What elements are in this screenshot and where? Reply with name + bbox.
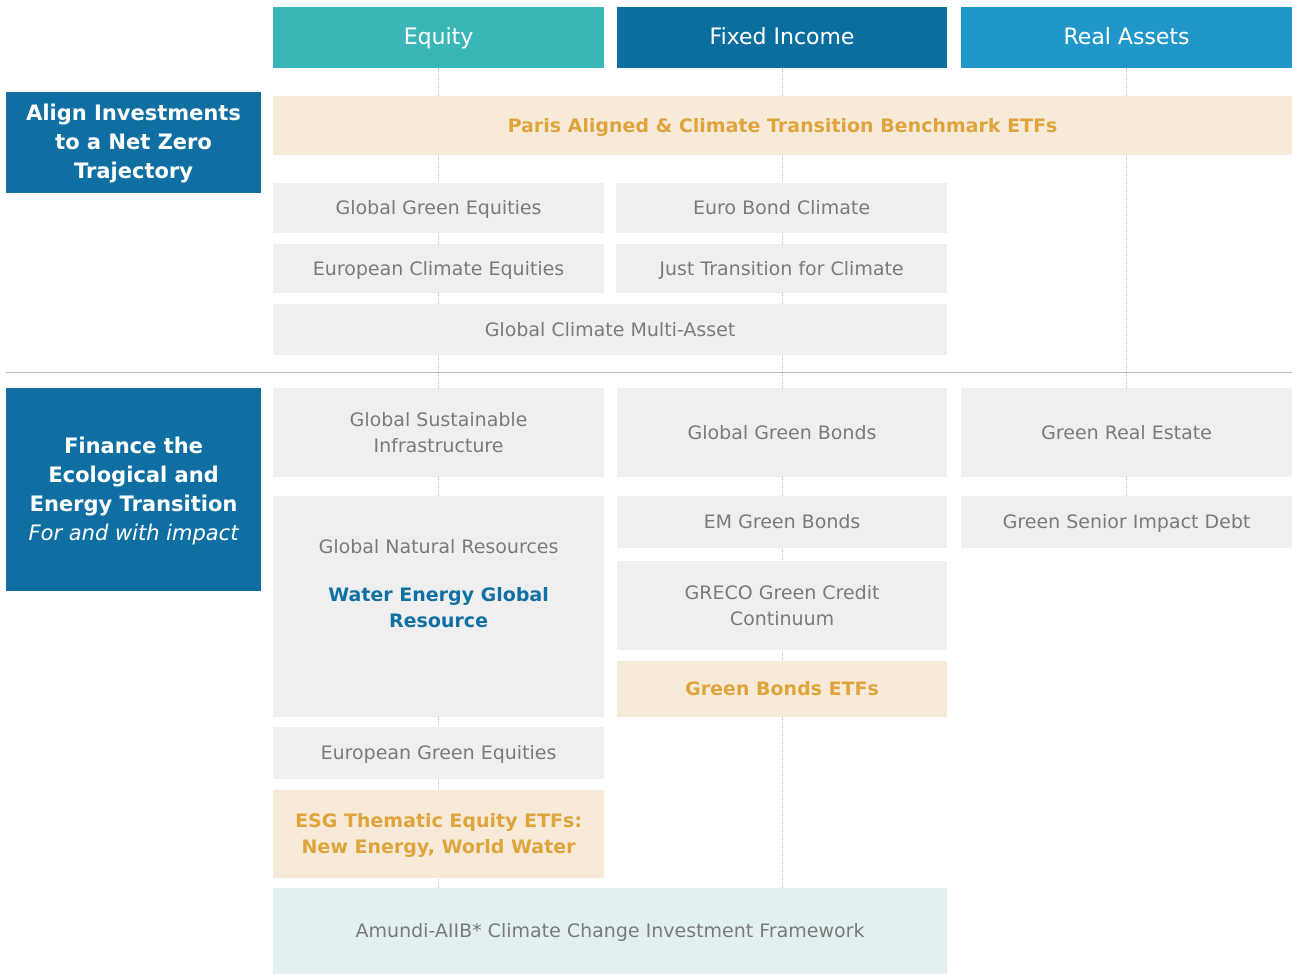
- cell: European Climate Equities: [273, 244, 604, 293]
- cell-text: European Green Equities: [320, 742, 557, 764]
- cell: ESG Thematic Equity ETFs: New Energy, Wo…: [273, 790, 604, 878]
- label: Real Assets: [1063, 25, 1190, 50]
- cell-text: Global Green Bonds: [687, 421, 877, 444]
- section-divider: [6, 372, 1292, 373]
- sublabel: For and with impact: [28, 520, 239, 545]
- column-header: Real Assets: [961, 7, 1292, 68]
- cell: Euro Bond Climate: [616, 183, 947, 233]
- cell-text: Green Senior Impact Debt: [1002, 511, 1251, 533]
- column-header: Equity: [273, 7, 604, 68]
- label: Align Investments to a Net Zero Trajecto…: [26, 101, 241, 183]
- label: Equity: [403, 25, 474, 50]
- column-guide: [782, 68, 783, 888]
- cell-text: Paris Aligned & Climate Transition Bench…: [507, 114, 1058, 137]
- cell-text: Amundi-AIIB* Climate Change Investment F…: [355, 920, 865, 942]
- cell: Global Sustainable Infrastructure: [273, 388, 604, 477]
- cell-text: Euro Bond Climate: [692, 197, 871, 219]
- cell: EM Green Bonds: [617, 496, 947, 548]
- label: Finance the Ecological and Energy Transi…: [29, 433, 238, 516]
- cell-text: Global Green Equities: [335, 197, 542, 219]
- cell-text: Green Bonds ETFs: [685, 678, 879, 700]
- column-header: Fixed Income: [617, 7, 947, 68]
- cell-text: Global Climate Multi-Asset: [484, 318, 736, 341]
- column-guide: [438, 68, 439, 888]
- cell: Amundi-AIIB* Climate Change Investment F…: [273, 888, 947, 974]
- cell: Green Real Estate: [961, 388, 1292, 477]
- cell-text: GRECO Green Credit Continuum: [684, 581, 880, 630]
- cell-text: Just Transition for Climate: [659, 257, 904, 280]
- cell: GRECO Green Credit Continuum: [617, 561, 947, 650]
- cell-text: EM Green Bonds: [703, 511, 861, 533]
- cell: Green Bonds ETFs: [617, 661, 947, 717]
- cell-highlight: Water Energy Global Resource: [328, 584, 549, 632]
- cell-text: Global Sustainable Infrastructure: [349, 408, 528, 457]
- label: Fixed Income: [709, 25, 855, 50]
- cell-text: ESG Thematic Equity ETFs: New Energy, Wo…: [295, 810, 582, 858]
- cell: Just Transition for Climate: [616, 244, 947, 293]
- cell: Global Green Bonds: [617, 388, 947, 477]
- cell-text: European Climate Equities: [312, 257, 565, 280]
- cell: Global Climate Multi-Asset: [273, 304, 947, 355]
- cell-text: Global Natural Resources: [318, 536, 559, 558]
- cell: European Green Equities: [273, 727, 604, 779]
- column-guide: [1126, 68, 1127, 548]
- cell: Green Senior Impact Debt: [961, 496, 1292, 548]
- cell-text: Green Real Estate: [1041, 421, 1212, 444]
- cell: Global Natural Resources Water Energy Glo…: [273, 496, 604, 717]
- cell: Global Green Equities: [273, 183, 604, 233]
- section-label: Finance the Ecological and Energy Transi…: [6, 388, 261, 591]
- cell: Paris Aligned & Climate Transition Bench…: [273, 96, 1292, 155]
- section-label: Align Investments to a Net Zero Trajecto…: [6, 92, 261, 193]
